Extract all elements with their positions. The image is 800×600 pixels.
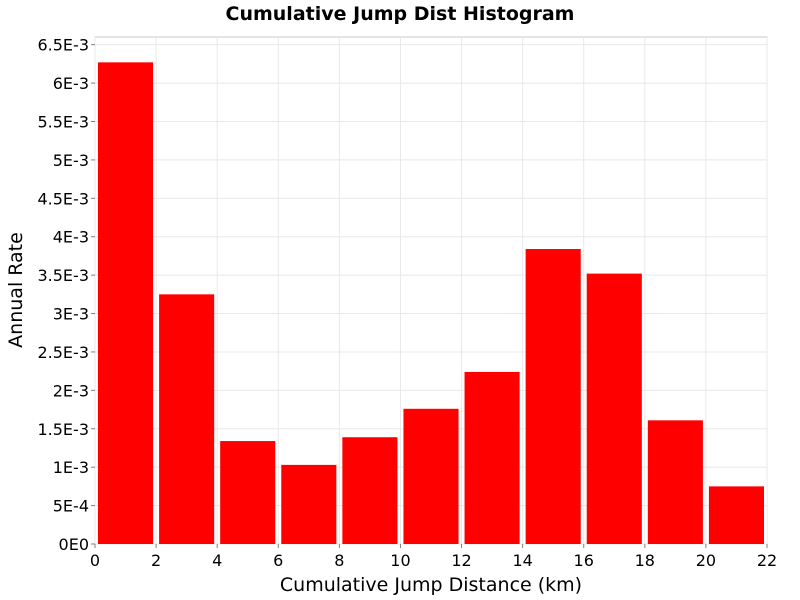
bar-2 [220, 441, 276, 544]
x-tick-label: 22 [757, 551, 777, 570]
y-tick-label: 5E-3 [53, 151, 89, 170]
x-tick-label: 0 [90, 551, 100, 570]
bar-9 [647, 420, 703, 544]
x-tick-label: 12 [451, 551, 471, 570]
y-tick-label: 1.5E-3 [37, 420, 89, 439]
y-tick-label: 1E-3 [53, 458, 89, 477]
x-tick-label: 4 [212, 551, 222, 570]
x-tick-label: 6 [273, 551, 283, 570]
x-axis-ticks: 0 2 4 6 8 10 12 14 16 18 20 22 [90, 544, 777, 570]
bar-3 [281, 464, 337, 544]
y-tick-label: 5E-4 [53, 497, 89, 516]
y-axis-ticks: 0E0 5E-4 1E-3 1.5E-3 2E-3 2.5E-3 3E-3 3.5E-3 4E-… [37, 36, 95, 554]
y-tick-label: 6E-3 [53, 74, 89, 93]
bar-5 [403, 408, 459, 544]
x-tick-label: 8 [334, 551, 344, 570]
y-tick-label: 4E-3 [53, 228, 89, 247]
bars [98, 62, 764, 544]
y-tick-label: 5.5E-3 [37, 113, 89, 132]
x-tick-label: 10 [390, 551, 410, 570]
y-tick-label: 6.5E-3 [37, 36, 89, 55]
x-axis-label: Cumulative Jump Distance (km) [280, 574, 582, 596]
y-tick-label: 0E0 [59, 535, 89, 554]
bar-6 [464, 371, 520, 544]
y-axis-label: Annual Rate [5, 232, 27, 348]
y-tick-label: 3.5E-3 [37, 266, 89, 285]
x-tick-label: 2 [151, 551, 161, 570]
y-tick-label: 2.5E-3 [37, 343, 89, 362]
bar-0 [98, 62, 154, 544]
y-tick-label: 2E-3 [53, 381, 89, 400]
bar-10 [708, 486, 764, 544]
x-tick-label: 14 [512, 551, 532, 570]
bar-8 [586, 273, 642, 544]
bar-1 [159, 294, 215, 544]
x-tick-label: 20 [696, 551, 716, 570]
chart-title: Cumulative Jump Dist Histogram [226, 3, 575, 25]
x-tick-label: 18 [635, 551, 655, 570]
y-tick-label: 4.5E-3 [37, 189, 89, 208]
x-tick-label: 16 [574, 551, 594, 570]
y-tick-label: 3E-3 [53, 305, 89, 324]
bar-7 [525, 249, 581, 544]
bar-4 [342, 437, 398, 544]
